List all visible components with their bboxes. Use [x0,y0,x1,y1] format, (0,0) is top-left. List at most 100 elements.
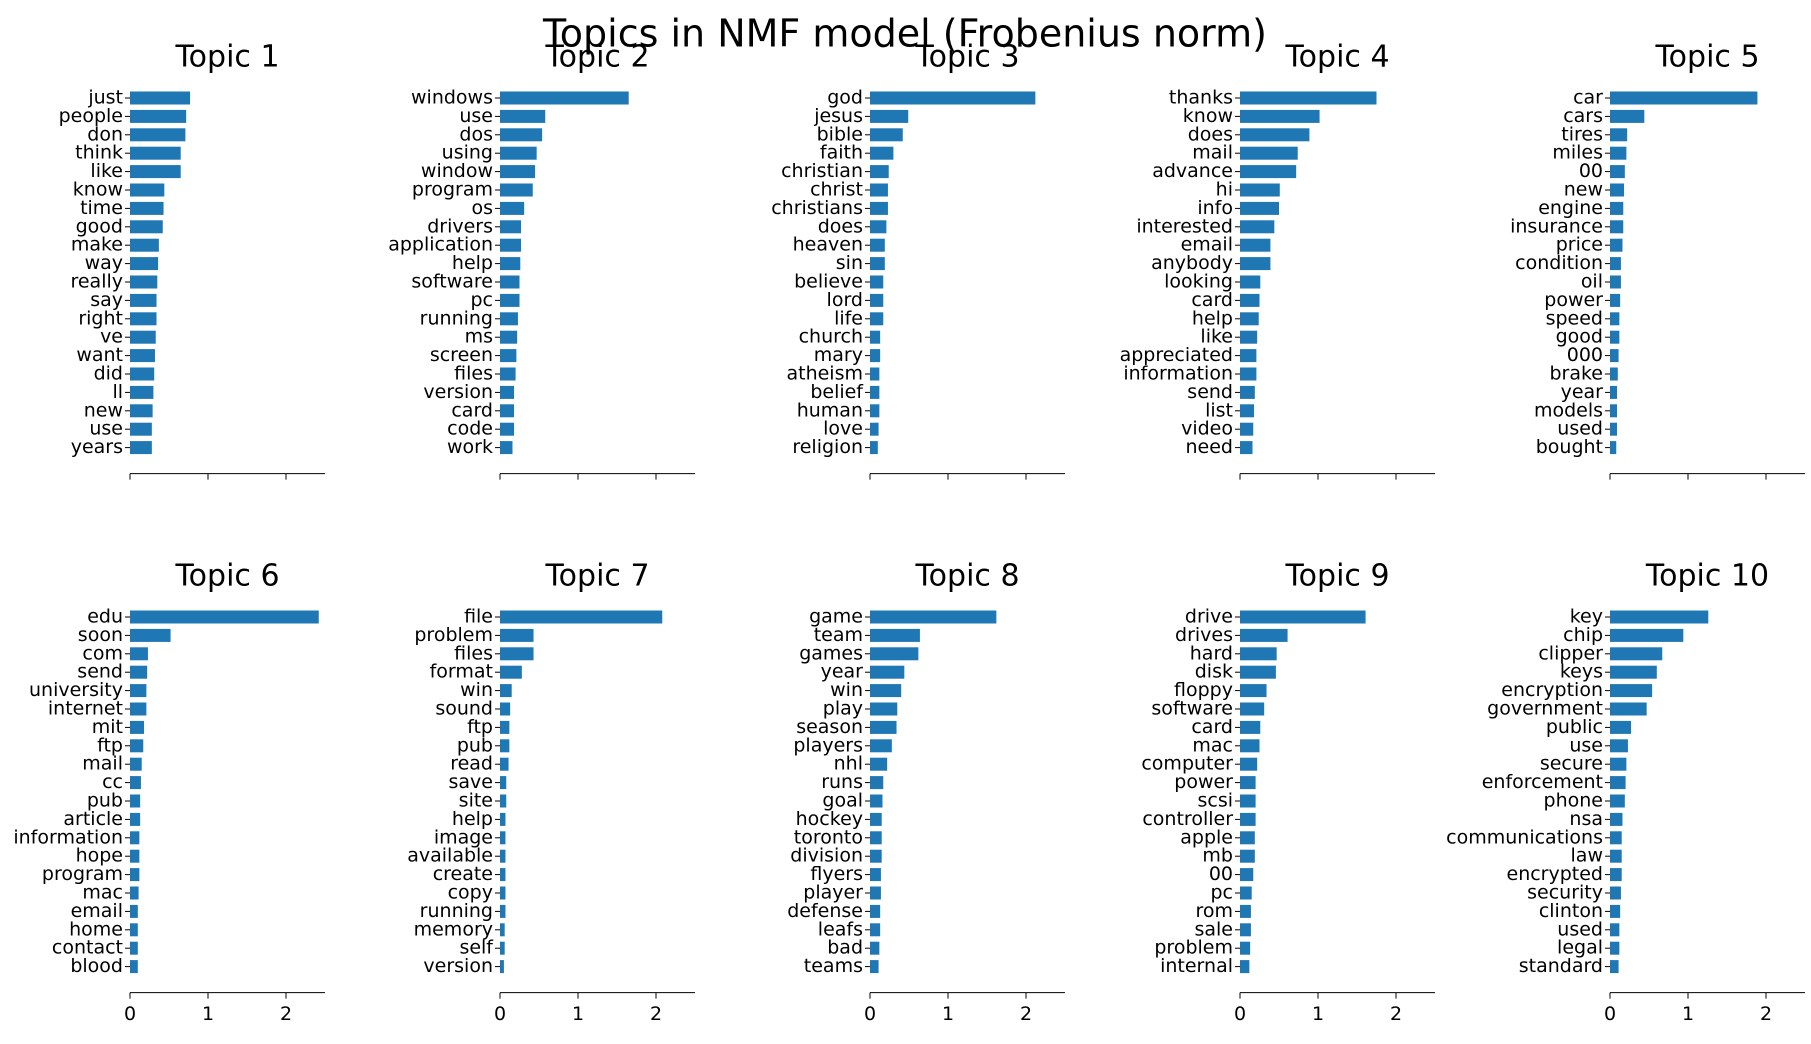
category-label: send [1187,381,1233,403]
bar [870,739,892,753]
bar [500,720,510,734]
category-label: interested [1136,215,1233,237]
category-label: information [1123,363,1233,385]
bar [1240,367,1257,381]
topic-panel: Topic 7 fileproblemfilesformatwinsoundftp… [407,559,695,1025]
category-label: clinton [1539,900,1603,922]
bar [1240,165,1297,179]
category-label: ve [100,326,123,348]
bar [870,794,883,808]
bar [1240,220,1275,234]
category-label: year [821,661,864,683]
bar [500,868,506,882]
category-label: lord [827,289,863,311]
category-label: email [1181,234,1233,256]
bar [500,886,506,900]
bar [1240,293,1260,307]
bar [870,684,902,698]
bar [1610,201,1624,215]
bar [1240,794,1256,808]
category-label: memory [414,918,493,940]
bar [500,776,507,790]
category-label: available [407,845,493,867]
bar [500,128,543,142]
category-label: time [80,197,123,219]
bar [1610,238,1623,252]
bar [870,757,888,771]
category-label: version [423,381,493,403]
category-label: edu [87,606,123,628]
category-label: appreciated [1120,344,1233,366]
x-tick-label: 1 [1312,1003,1324,1025]
category-label: files [454,363,493,385]
category-label: dos [459,123,493,145]
bar [1610,831,1622,845]
category-label: win [830,679,863,701]
bar [870,128,903,142]
bar [500,684,512,698]
category-label: enforcement [1482,771,1603,793]
category-label: religion [792,436,863,458]
category-label: christians [771,197,863,219]
category-label: encrypted [1507,863,1604,885]
category-label: chip [1563,624,1603,646]
bar [500,904,506,918]
category-label: rom [1195,900,1233,922]
x-tick-label: 2 [650,1003,662,1025]
bar [1240,941,1251,955]
bar [1240,720,1261,734]
category-label: 000 [1567,344,1603,366]
bar [500,441,513,455]
category-label: church [799,326,863,348]
category-label: used [1557,418,1603,440]
panel-title: Topic 8 [914,559,1019,594]
category-label: condition [1515,252,1603,274]
category-label: article [63,808,123,830]
bar [130,628,171,642]
category-label: know [1183,105,1233,127]
bar [1610,404,1618,418]
category-label: ftp [97,734,123,756]
topic-panel: Topic 1 justpeopledonthinklikeknowtimegoo… [59,40,325,480]
bar [870,849,882,863]
category-label: program [42,863,123,885]
bar [1610,757,1627,771]
category-label: contact [52,937,123,959]
bar [870,886,881,900]
bar [1240,757,1258,771]
topic-panel: Topic 9 drivedrivesharddiskfloppysoftware… [1141,559,1435,1025]
bar [500,91,629,105]
category-label: files [454,642,493,664]
panel-title: Topic 3 [914,40,1019,75]
category-label: sound [435,698,493,720]
bar [1610,684,1653,698]
category-label: good [1556,326,1603,348]
category-label: heaven [793,234,863,256]
bar [1240,960,1250,974]
topic-panel: Topic 3godjesusbiblefaithchristianchrist… [771,40,1065,480]
bar [500,183,533,197]
category-label: software [1151,698,1233,720]
bar [1240,812,1256,826]
bar [1610,183,1625,197]
category-label: used [1557,918,1603,940]
category-label: mac [1192,734,1233,756]
topic-panel: Topic 8gameteamgamesyearwinplayseasonpla… [787,559,1065,1025]
category-label: pc [470,289,493,311]
category-label: card [1191,716,1233,738]
x-tick-label: 0 [864,1003,876,1025]
bar [870,776,884,790]
category-label: oil [1581,271,1603,293]
bar [500,739,510,753]
bar [1240,201,1279,215]
x-tick-label: 0 [1604,1003,1616,1025]
category-label: christ [810,179,863,201]
category-label: use [89,418,123,440]
bar [500,367,516,381]
bar [1610,330,1620,344]
category-label: application [388,234,493,256]
bar [1240,904,1251,918]
category-label: 00 [1579,160,1603,182]
panel-title: Topic 9 [1284,559,1389,594]
